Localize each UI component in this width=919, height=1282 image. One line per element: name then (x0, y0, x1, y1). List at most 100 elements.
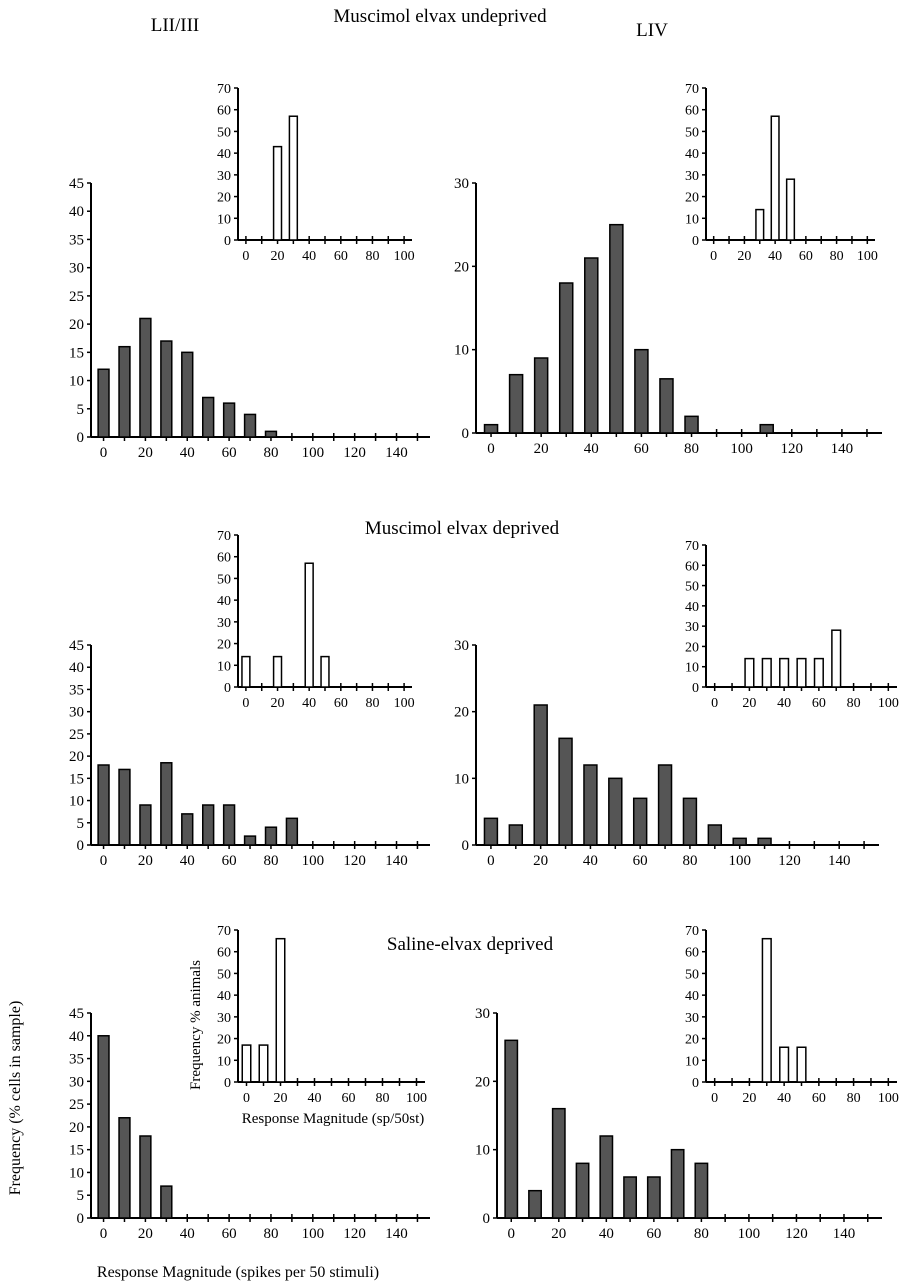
section-title-saline: Saline-elvax deprived (387, 934, 554, 955)
y-tick-label: 0 (77, 1211, 85, 1227)
bar (181, 351, 194, 438)
bar (241, 1044, 252, 1083)
y-tick-label: 10 (685, 661, 699, 676)
bar (659, 378, 674, 434)
bar (483, 817, 499, 846)
x-tick-label: 20 (742, 696, 756, 711)
x-tick-label: 80 (694, 1226, 709, 1242)
y-tick-label: 40 (685, 147, 699, 162)
y-tick-label: 25 (69, 727, 84, 743)
y-tick-label: 70 (217, 529, 231, 544)
x-tick-label: 60 (812, 696, 826, 711)
bar (97, 1035, 110, 1219)
x-tick-label: 80 (365, 249, 379, 264)
y-tick-label: 60 (217, 551, 231, 566)
x-tick-label: 0 (711, 696, 718, 711)
bar (785, 178, 796, 241)
x-tick-label: 80 (263, 1226, 278, 1242)
y-tick-label: 5 (77, 816, 85, 832)
chart-saline-LIV-inset: 0 10 20 30 40 50 60 70 0 20 40 60 80 100 (685, 924, 899, 1106)
x-tick-label: 20 (274, 1091, 288, 1106)
x-tick-label: 0 (100, 853, 108, 869)
x-tick-label: 100 (738, 1226, 761, 1242)
bar (272, 145, 283, 241)
x-tick-label: 40 (768, 249, 782, 264)
y-tick-label: 70 (217, 924, 231, 939)
bar (694, 1162, 709, 1219)
y-tick-label: 20 (685, 640, 699, 655)
bar (508, 824, 524, 846)
y-tick-label: 35 (69, 1052, 84, 1068)
y-tick-label: 30 (217, 1011, 231, 1026)
x-tick-label: 140 (833, 1226, 856, 1242)
x-tick-label: 140 (828, 853, 851, 869)
bar (657, 764, 673, 846)
bar (759, 423, 774, 434)
y-tick-label: 50 (217, 125, 231, 140)
bar (623, 1176, 638, 1219)
y-tick-label: 40 (69, 660, 84, 676)
x-axis-label-cells: Response Magnitude (spikes per 50 stimul… (97, 1264, 379, 1281)
x-tick-label: 140 (385, 853, 408, 869)
x-tick-label: 60 (646, 1226, 661, 1242)
column-label-lii-iii: LII/III (151, 15, 200, 36)
bar (160, 340, 173, 438)
bar (609, 223, 624, 434)
y-tick-label: 45 (69, 638, 84, 654)
x-tick-label: 40 (302, 696, 316, 711)
x-tick-label: 60 (633, 853, 648, 869)
x-tick-label: 40 (777, 696, 791, 711)
bar (504, 1039, 519, 1219)
bar (744, 657, 755, 688)
y-tick-label: 50 (685, 125, 699, 140)
bar (118, 1117, 131, 1219)
bar (483, 423, 499, 434)
x-tick-label: 120 (781, 441, 804, 457)
y-tick-label: 20 (475, 1074, 490, 1090)
x-tick-label: 0 (508, 1226, 516, 1242)
x-tick-label: 100 (406, 1091, 427, 1106)
y-tick-label: 0 (462, 838, 470, 854)
bar (288, 115, 299, 241)
y-tick-label: 25 (69, 1097, 84, 1113)
x-tick-label: 120 (343, 1226, 366, 1242)
x-tick-label: 20 (138, 445, 153, 461)
y-tick-label: 20 (454, 705, 469, 721)
chart-deprived-LIV-inset: 0 10 20 30 40 50 60 70 0 20 40 60 80 100 (685, 539, 899, 711)
y-tick-label: 30 (217, 616, 231, 631)
x-tick-label: 100 (302, 445, 325, 461)
y-axis-label-animals: Frequency % animals (188, 960, 204, 1090)
bar (684, 415, 699, 434)
bar (243, 835, 257, 846)
y-tick-label: 20 (217, 191, 231, 206)
x-tick-label: 60 (342, 1091, 356, 1106)
x-tick-label: 40 (583, 853, 598, 869)
y-tick-label: 70 (685, 924, 699, 939)
x-tick-label: 100 (857, 249, 878, 264)
x-tick-label: 100 (394, 696, 415, 711)
bar (264, 826, 278, 846)
y-tick-label: 40 (685, 600, 699, 615)
bar (831, 629, 842, 688)
x-tick-label: 40 (302, 249, 316, 264)
bar (599, 1135, 614, 1219)
y-tick-label: 40 (685, 989, 699, 1004)
bar (201, 804, 215, 846)
bar (272, 655, 283, 688)
y-tick-label: 10 (69, 1165, 84, 1181)
x-tick-label: 140 (385, 1226, 408, 1242)
x-tick-label: 60 (222, 445, 237, 461)
bar (682, 797, 698, 846)
y-tick-label: 10 (475, 1143, 490, 1159)
x-tick-label: 60 (222, 853, 237, 869)
x-tick-label: 80 (682, 853, 697, 869)
bar (755, 208, 765, 241)
y-tick-label: 30 (217, 169, 231, 184)
x-tick-label: 100 (730, 441, 753, 457)
bar (201, 396, 215, 438)
